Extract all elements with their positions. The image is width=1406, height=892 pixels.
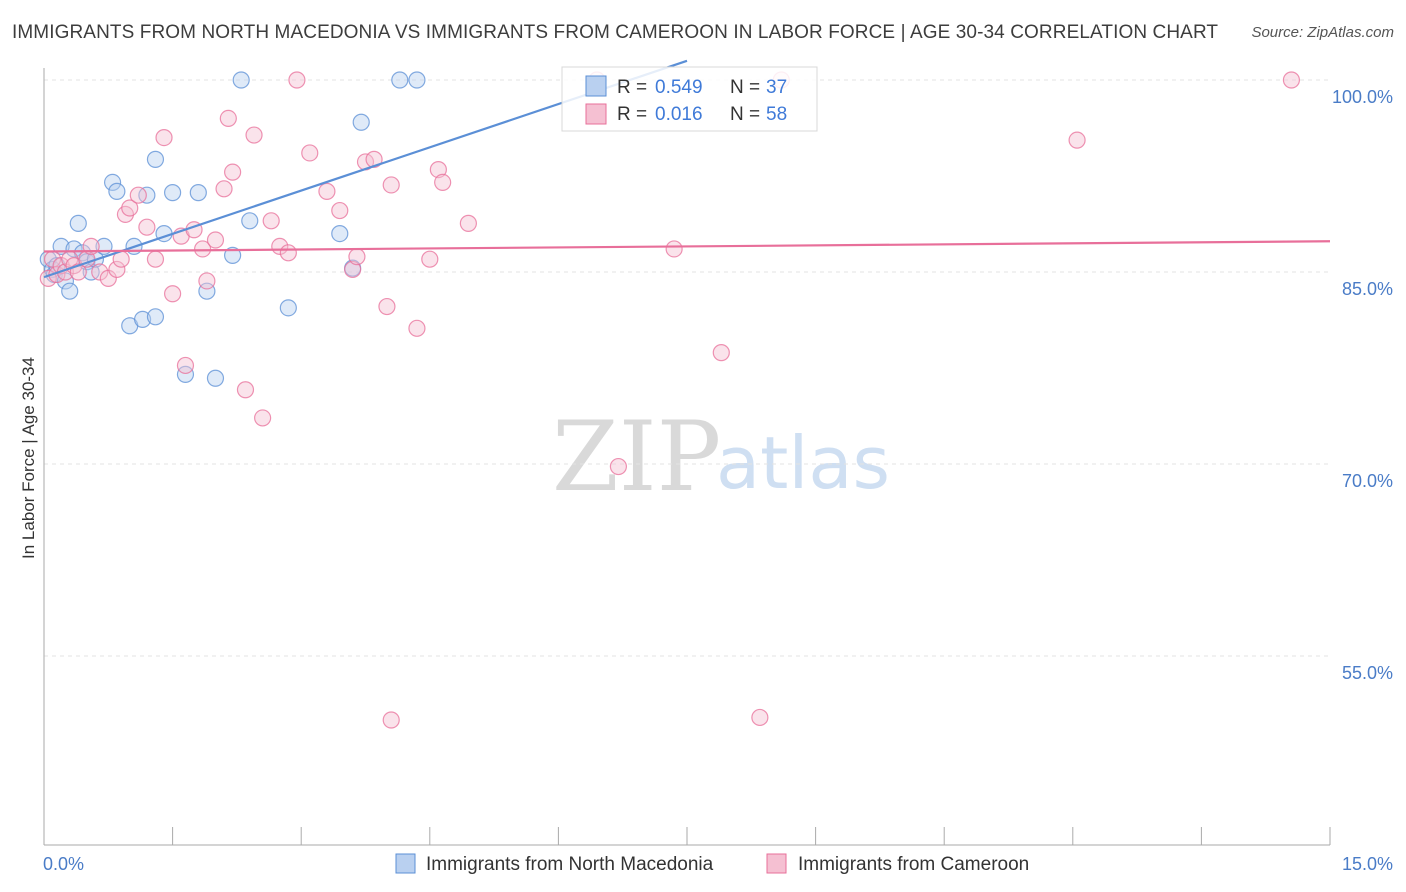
stats-n-value-blue: 37	[766, 77, 787, 98]
point-pink-11	[99, 269, 117, 287]
chart-title: IMMIGRANTS FROM NORTH MACEDONIA VS IMMIG…	[12, 22, 1219, 43]
y-tick-labels: 100.0% 85.0% 70.0% 55.0%	[1332, 87, 1393, 683]
point-pink-37	[301, 144, 319, 162]
point-blue-31	[279, 299, 297, 317]
stats-n-label-blue: N =	[730, 77, 760, 98]
point-blue-14	[103, 173, 122, 191]
point-blue-32	[331, 225, 349, 243]
point-pink-50	[434, 173, 452, 191]
point-blue-28	[224, 246, 242, 264]
point-pink-40	[344, 260, 362, 279]
point-blue-20	[146, 308, 165, 326]
y-axis-label: In Labor Force | Age 30-34	[19, 357, 38, 559]
stats-n-label-pink: N =	[730, 104, 760, 125]
point-pink-35	[279, 244, 297, 262]
watermark-zip: ZIP	[552, 401, 721, 513]
point-pink-44	[378, 297, 396, 316]
trend-line-pink	[43, 240, 1331, 253]
stats-r-label-pink: R =	[617, 104, 647, 125]
legend-label-north-macedonia: Immigrants from North Macedonia	[426, 854, 714, 875]
watermark: ZIP atlas	[552, 401, 890, 513]
point-blue-35	[391, 71, 409, 89]
point-pink-51	[459, 214, 477, 232]
watermark-atlas: atlas	[716, 421, 890, 505]
legend-swatch-north-macedonia	[395, 853, 416, 874]
point-pink-56	[751, 708, 769, 727]
stats-swatch-pink	[585, 103, 607, 125]
source-credit: Source: ZipAtlas.com	[1251, 24, 1394, 41]
point-pink-47	[408, 319, 426, 337]
point-pink-15	[121, 199, 139, 217]
point-pink-18	[146, 250, 165, 268]
point-pink-58	[1068, 131, 1086, 149]
stats-n-value-pink: 58	[766, 104, 787, 125]
point-pink-33	[262, 212, 280, 230]
x-tick-labels: 0.0% 15.0%	[43, 854, 1393, 874]
point-pink-53	[609, 457, 628, 476]
point-pink-26	[206, 231, 225, 249]
point-pink-29	[224, 163, 242, 181]
point-blue-30	[241, 212, 259, 230]
point-blue-26	[198, 282, 216, 300]
point-pink-39	[331, 201, 349, 220]
x-tick-label-0: 0.0%	[43, 854, 84, 874]
point-pink-12	[108, 260, 126, 279]
point-pink-17	[138, 218, 156, 236]
point-pink-31	[245, 126, 263, 144]
point-pink-45	[382, 176, 400, 194]
point-blue-25	[189, 184, 207, 202]
stats-r-value-pink: 0.016	[655, 104, 703, 125]
point-blue-23	[164, 184, 182, 202]
stats-r-label-blue: R =	[617, 77, 647, 98]
point-pink-24	[194, 240, 212, 258]
point-blue-7	[65, 240, 83, 258]
point-blue-15	[108, 182, 126, 200]
point-pink-16	[129, 186, 147, 204]
point-blue-8	[69, 214, 87, 232]
point-blue-34	[352, 113, 370, 131]
x-tick-label-1: 15.0%	[1342, 854, 1393, 874]
point-blue-18	[133, 310, 152, 328]
y-tick-label-1: 85.0%	[1342, 279, 1393, 299]
point-blue-36	[408, 71, 426, 89]
stats-r-value-blue: 0.549	[655, 77, 703, 98]
legend-swatch-cameroon	[766, 853, 787, 874]
point-blue-27	[206, 369, 225, 387]
point-pink-41	[348, 248, 366, 266]
stats-swatch-blue	[585, 75, 607, 97]
point-pink-27	[215, 180, 233, 198]
point-pink-43	[365, 150, 383, 168]
point-pink-38	[318, 182, 336, 200]
point-pink-54	[665, 240, 683, 258]
point-blue-24	[176, 365, 195, 383]
stats-legend: R = 0.549 N = 37 R = 0.016 N = 58	[561, 66, 818, 132]
point-pink-20	[164, 285, 182, 303]
point-blue-6	[61, 282, 79, 300]
axes	[43, 68, 1331, 846]
data-points	[39, 71, 1301, 729]
point-pink-32	[254, 409, 272, 427]
point-pink-22	[176, 356, 195, 375]
legend-label-cameroon: Immigrants from Cameroon	[798, 854, 1029, 875]
point-pink-49	[429, 161, 447, 179]
point-pink-36	[288, 71, 306, 89]
point-blue-29	[232, 71, 250, 89]
point-pink-10	[91, 263, 109, 281]
point-pink-59	[1282, 71, 1301, 89]
series-legend: Immigrants from North Macedonia Immigran…	[395, 853, 1029, 875]
point-pink-55	[712, 344, 730, 362]
point-pink-19	[155, 129, 173, 147]
point-pink-28	[219, 109, 237, 128]
point-pink-30	[236, 381, 255, 399]
y-tick-label-0: 100.0%	[1332, 87, 1393, 107]
point-pink-25	[198, 272, 216, 290]
y-tick-label-3: 55.0%	[1342, 663, 1393, 683]
point-blue-21	[146, 150, 165, 168]
y-tick-label-2: 70.0%	[1342, 471, 1393, 491]
point-pink-48	[421, 250, 439, 268]
point-pink-46	[382, 711, 400, 729]
